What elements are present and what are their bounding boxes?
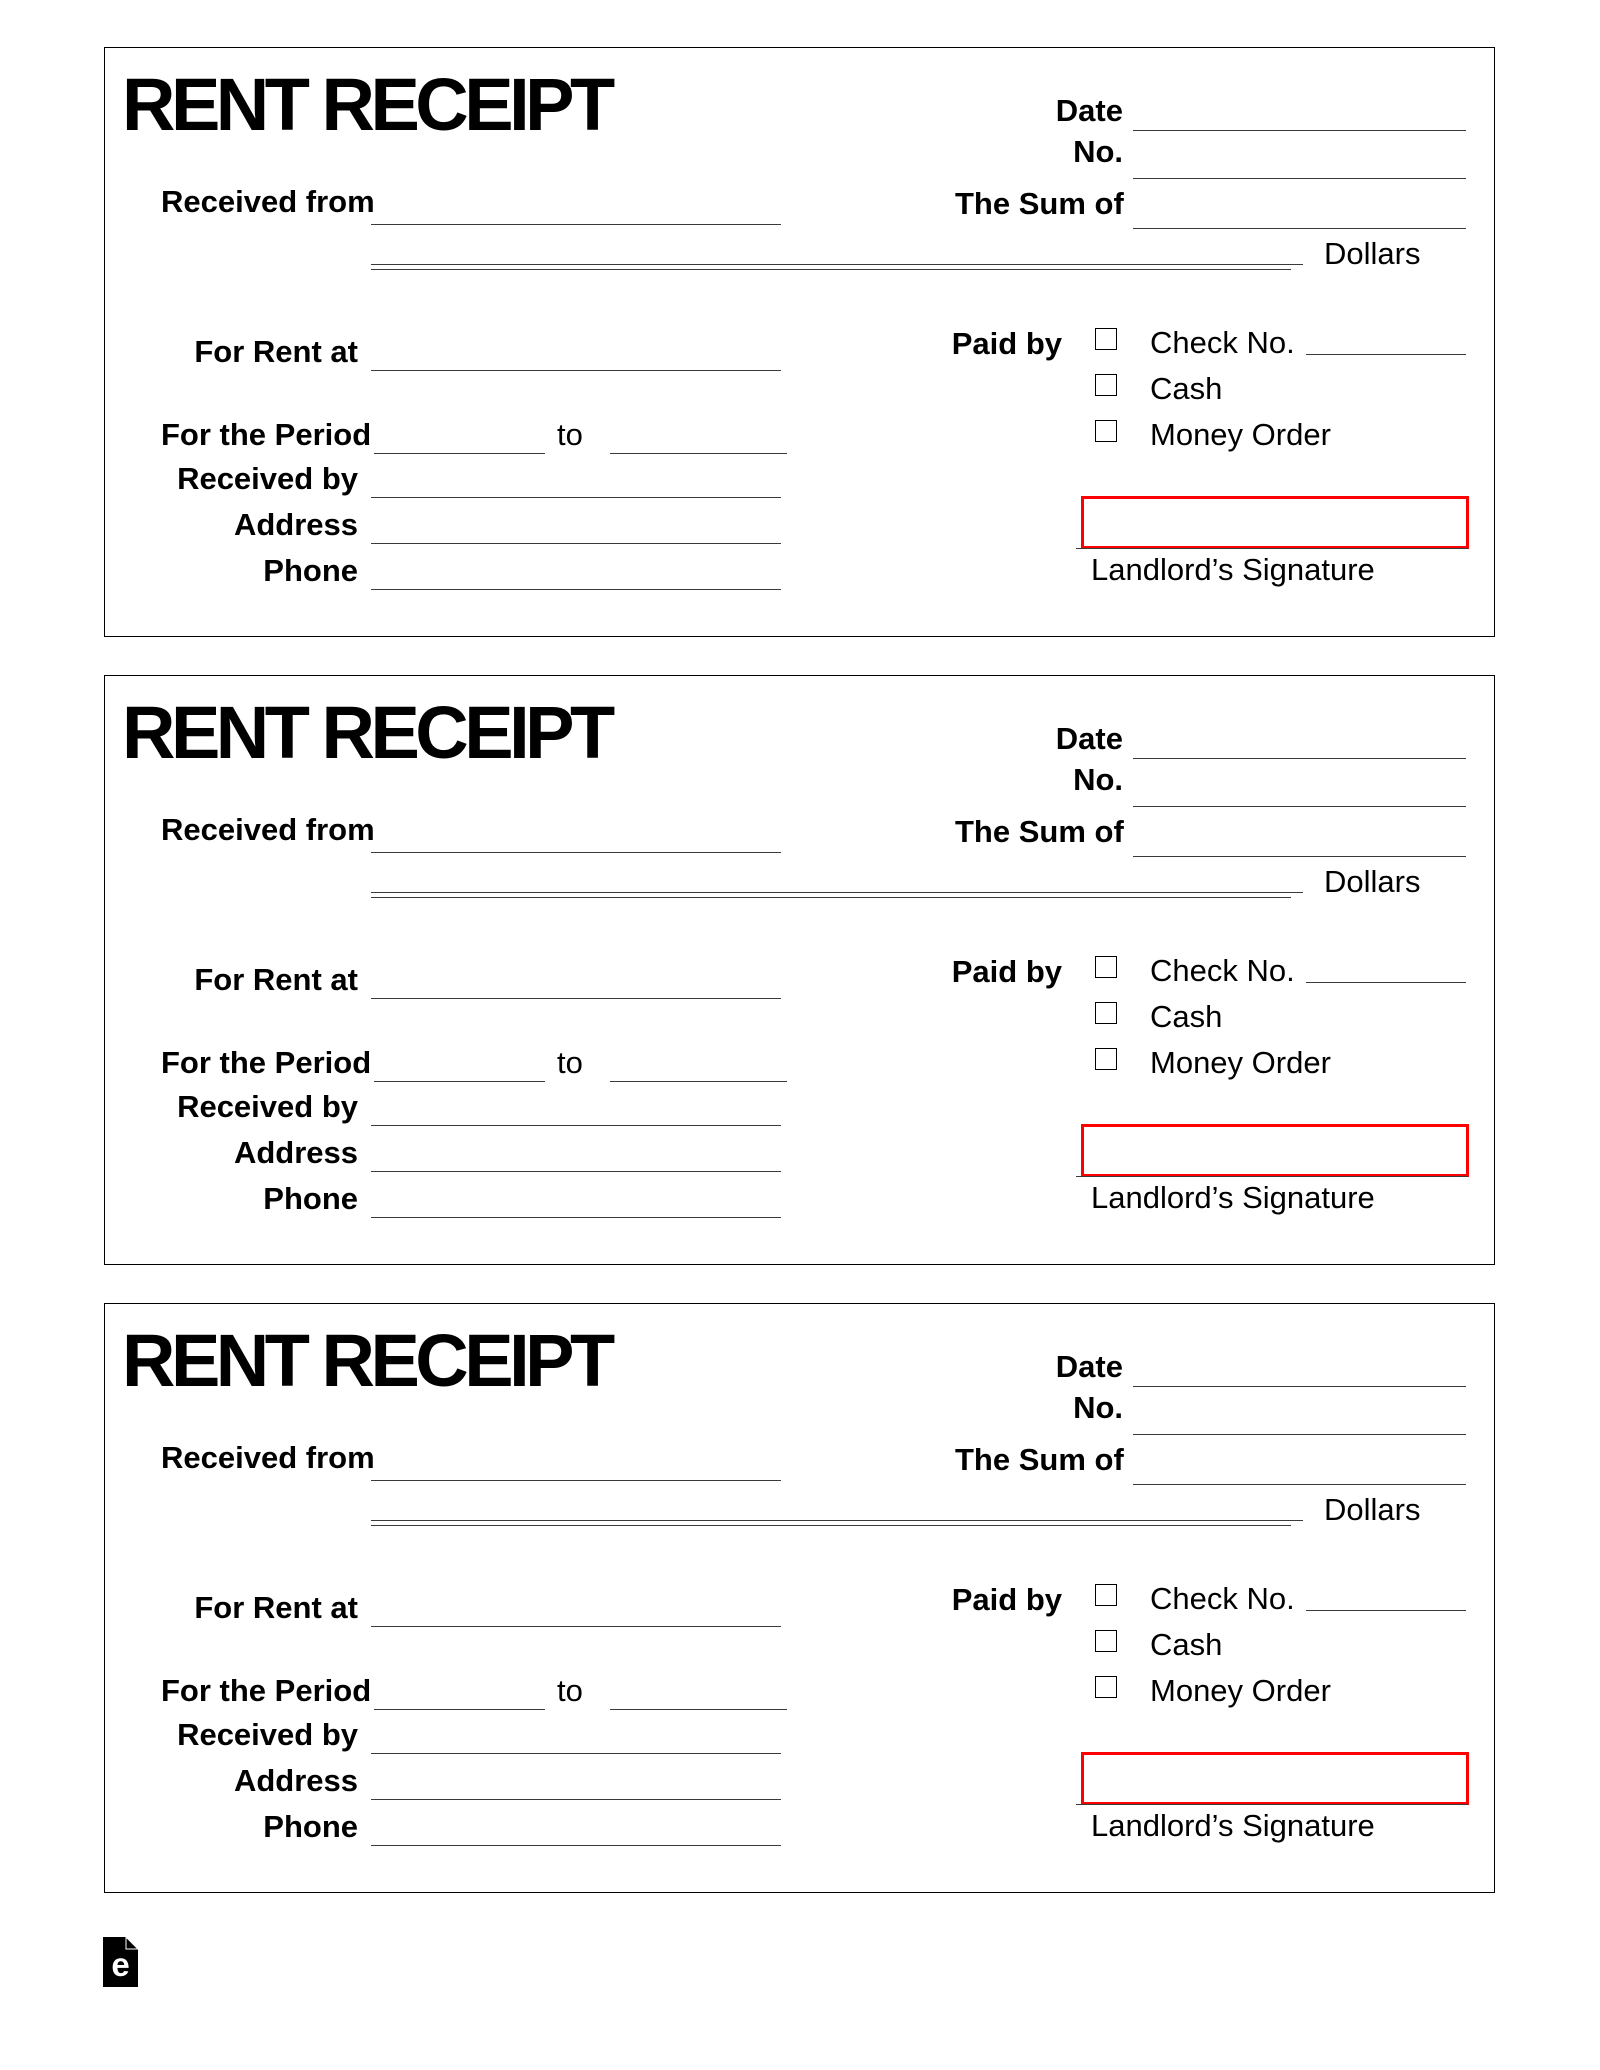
svg-text:e: e — [111, 1946, 129, 1983]
